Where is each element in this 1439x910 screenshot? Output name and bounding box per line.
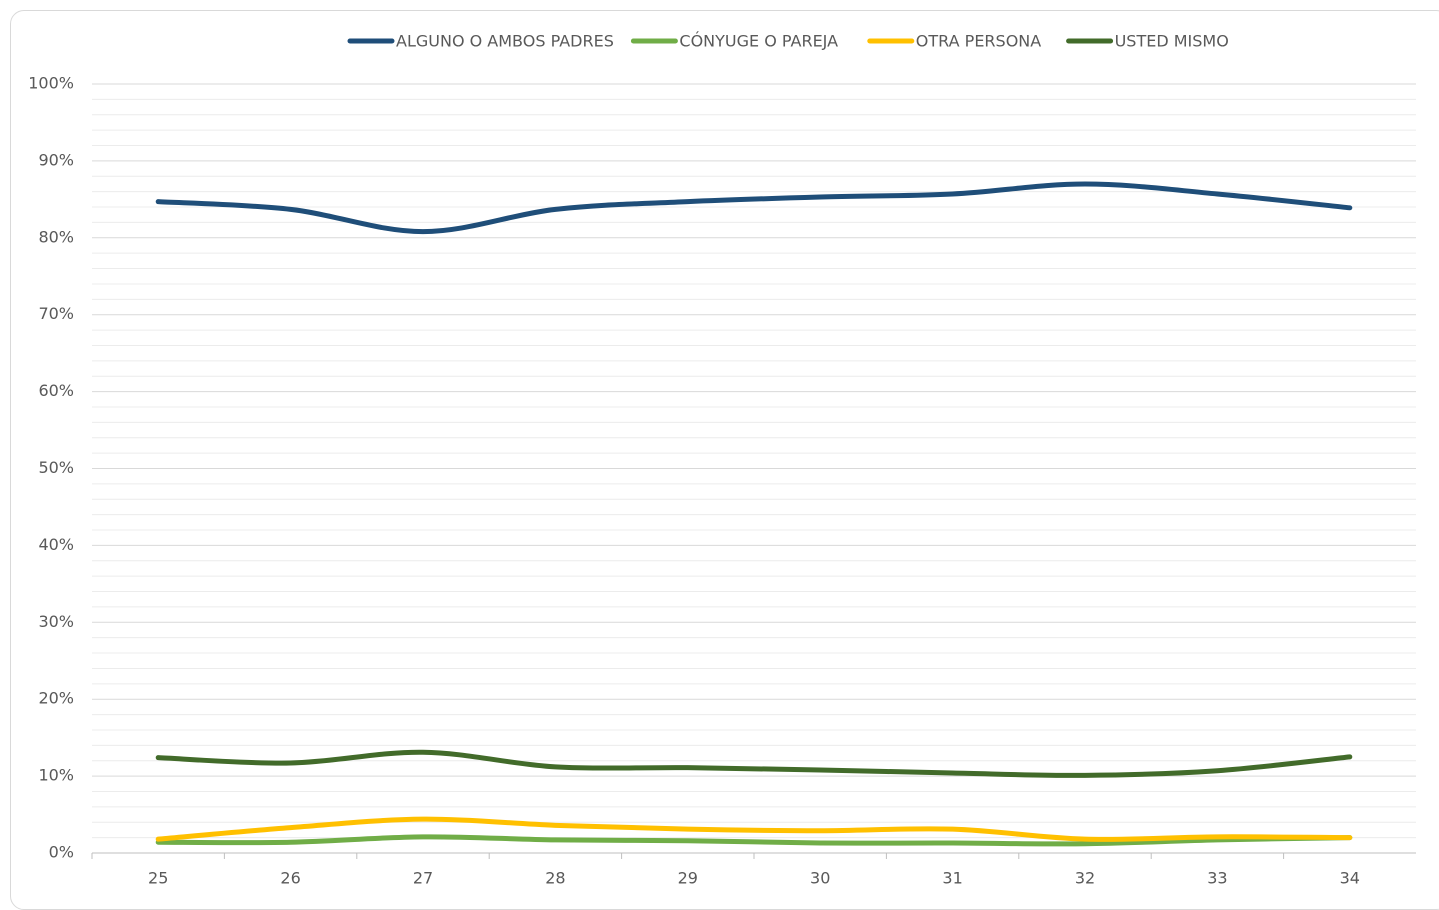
- x-tick-label: 33: [1207, 869, 1227, 888]
- y-tick-label: 40%: [38, 535, 74, 554]
- x-tick-label: 32: [1075, 869, 1095, 888]
- x-tick-label: 27: [413, 869, 433, 888]
- y-tick-label: 70%: [38, 304, 74, 323]
- series-line: [155, 749, 1353, 778]
- legend-label: USTED MISMO: [1115, 32, 1229, 51]
- x-tick-label: 31: [942, 869, 962, 888]
- series-line: [155, 816, 1353, 842]
- series-line: [155, 181, 1353, 235]
- y-tick-label: 20%: [38, 689, 74, 708]
- y-tick-label: 100%: [28, 74, 74, 93]
- legend-label: OTRA PERSONA: [916, 32, 1041, 51]
- legend-label: CÓNYUGE O PAREJA: [679, 32, 838, 51]
- y-tick-label: 0%: [49, 843, 74, 862]
- y-tick-label: 90%: [38, 150, 74, 169]
- x-tick-label: 25: [148, 869, 168, 888]
- legend-label: ALGUNO O AMBOS PADRES: [396, 32, 614, 51]
- y-tick-label: 50%: [38, 458, 74, 477]
- y-tick-label: 80%: [38, 227, 74, 246]
- x-tick-label: 30: [810, 869, 830, 888]
- y-tick-label: 30%: [38, 612, 74, 631]
- x-tick-label: 26: [280, 869, 300, 888]
- y-tick-label: 10%: [38, 766, 74, 785]
- x-tick-label: 34: [1340, 869, 1360, 888]
- x-tick-label: 28: [545, 869, 565, 888]
- y-tick-label: 60%: [38, 381, 74, 400]
- x-tick-label: 29: [678, 869, 698, 888]
- series-line: [155, 834, 1353, 847]
